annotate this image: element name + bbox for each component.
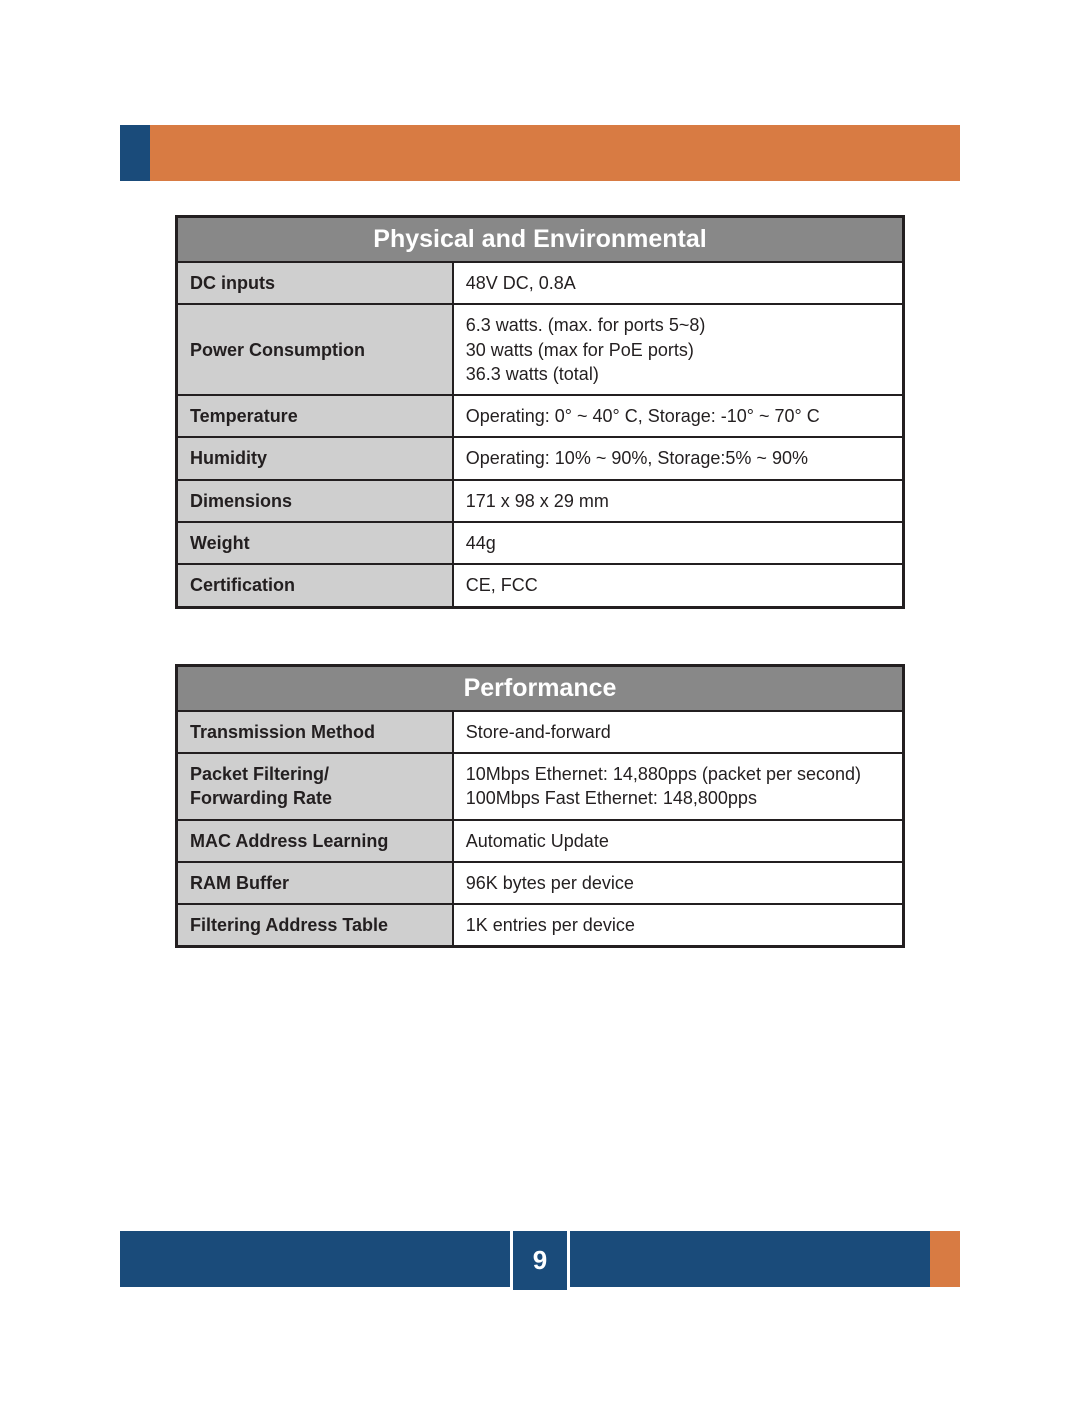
page-number: 9 (510, 1228, 570, 1290)
row-label: MAC Address Learning (177, 820, 453, 862)
row-value: 44g (453, 522, 904, 564)
content-area: Physical and Environmental DC inputs48V … (175, 215, 905, 1003)
row-value: 96K bytes per device (453, 862, 904, 904)
row-value: 1K entries per device (453, 904, 904, 947)
header-bar-accent (120, 125, 150, 181)
row-label: Transmission Method (177, 711, 453, 753)
spec-table-physical: Physical and Environmental DC inputs48V … (175, 215, 905, 609)
spec-table-performance: Performance Transmission MethodStore-and… (175, 664, 905, 949)
row-label: DC inputs (177, 262, 453, 304)
footer-bar-accent (930, 1231, 960, 1287)
row-value: Automatic Update (453, 820, 904, 862)
row-value: 10Mbps Ethernet: 14,880pps (packet per s… (453, 753, 904, 820)
row-value: 48V DC, 0.8A (453, 262, 904, 304)
row-label: RAM Buffer (177, 862, 453, 904)
row-value: 6.3 watts. (max. for ports 5~8)30 watts … (453, 304, 904, 395)
row-value: Operating: 0° ~ 40° C, Storage: -10° ~ 7… (453, 395, 904, 437)
header-bar (120, 125, 960, 181)
row-value: Operating: 10% ~ 90%, Storage:5% ~ 90% (453, 437, 904, 479)
row-value: CE, FCC (453, 564, 904, 607)
row-label: Power Consumption (177, 304, 453, 395)
row-label: Certification (177, 564, 453, 607)
table-header: Physical and Environmental (177, 217, 904, 263)
row-label: Weight (177, 522, 453, 564)
row-label: Humidity (177, 437, 453, 479)
row-label: Filtering Address Table (177, 904, 453, 947)
row-value: Store-and-forward (453, 711, 904, 753)
row-label: Dimensions (177, 480, 453, 522)
row-label: Packet Filtering/Forwarding Rate (177, 753, 453, 820)
row-label: Temperature (177, 395, 453, 437)
table-header: Performance (177, 665, 904, 711)
row-value: 171 x 98 x 29 mm (453, 480, 904, 522)
